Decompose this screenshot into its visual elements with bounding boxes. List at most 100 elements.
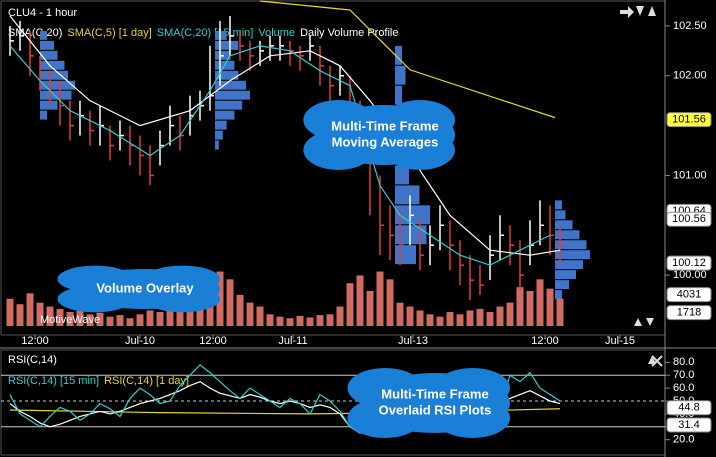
- x-tick-label: 12:00: [199, 335, 227, 347]
- volume-bar: [506, 302, 514, 326]
- rsi-tick-label: 60.0: [673, 382, 694, 394]
- rsi-tick-label: 20.0: [673, 434, 694, 446]
- legend-item: SMA(C,20) [15 min]: [157, 27, 254, 39]
- profile-bar: [555, 230, 580, 240]
- profile-bar: [555, 250, 590, 260]
- price-badge-label: 100.12: [672, 257, 706, 269]
- volume-bar: [526, 291, 534, 326]
- callout-cloud: [385, 130, 455, 170]
- volume-bar: [26, 293, 34, 326]
- volume-bar: [406, 306, 414, 326]
- callout-cloud: [435, 398, 510, 438]
- profile-bar: [40, 90, 72, 100]
- profile-bar: [555, 220, 573, 230]
- volume-bar: [16, 304, 24, 326]
- profile-bar: [40, 70, 68, 80]
- volume-badge: [666, 287, 712, 303]
- volume-bar: [376, 271, 384, 326]
- volume-bar: [266, 314, 274, 326]
- volume-bar: [96, 312, 104, 326]
- rsi-badge-label: 44.8: [678, 402, 699, 414]
- profile-bar: [215, 110, 235, 120]
- volume-bar: [326, 314, 334, 326]
- volume-bar: [136, 314, 144, 326]
- callout-cloud: [57, 285, 133, 313]
- price-badge: [666, 112, 712, 128]
- price-badge-label: 100.56: [672, 213, 706, 225]
- volume-bar: [176, 302, 184, 326]
- volume-bar: [276, 316, 284, 326]
- callout-cloud: [435, 368, 510, 408]
- profile-bar: [40, 50, 58, 60]
- volume-bar: [426, 314, 434, 326]
- close-icon[interactable]: [651, 355, 663, 367]
- volume-bar: [146, 310, 154, 326]
- panel-icons[interactable]: [620, 6, 656, 364]
- chart-title: CLU4 - 1 hour: [8, 7, 77, 19]
- volume-bar: [456, 314, 464, 326]
- volume-badge: [666, 305, 712, 321]
- price-badge-label: 101.56: [672, 114, 706, 126]
- legend-item: Volume: [258, 27, 295, 39]
- volume-bar: [446, 312, 454, 326]
- x-tick-label: Jul-10: [125, 335, 155, 347]
- legend-item: RSI(C,14) [1 day]: [104, 375, 189, 387]
- profile-bar: [555, 260, 583, 270]
- volume-bar: [256, 306, 264, 326]
- rsi-badge-label: 31.4: [678, 419, 699, 431]
- profile-bar: [555, 290, 562, 300]
- profile-bar: [395, 85, 402, 105]
- x-tick-label: 12:00: [21, 335, 49, 347]
- volume-bar: [66, 312, 74, 326]
- profile-bar: [555, 210, 566, 220]
- volume-bar: [76, 310, 84, 326]
- volume-bar: [536, 279, 544, 326]
- volume-bar: [516, 287, 524, 326]
- volume-bar: [216, 271, 224, 326]
- x-tick-label: 12:00: [531, 335, 559, 347]
- rsi-tick-label: 70.0: [673, 369, 694, 381]
- y-tick-label: 101.00: [673, 169, 707, 181]
- volume-bar: [126, 318, 134, 326]
- profile-bar: [40, 100, 58, 110]
- volume-bar: [56, 308, 64, 326]
- callout-cloud: [347, 398, 423, 438]
- legend-item: RSI(C,14) [15 min]: [8, 375, 99, 387]
- volume-bar: [46, 306, 54, 326]
- volume-bar: [416, 310, 424, 326]
- moving-average: [9, 45, 551, 266]
- callout-cloud: [145, 265, 220, 293]
- volume-bar: [246, 302, 254, 326]
- volume-bar: [36, 302, 44, 326]
- volume-bar: [166, 306, 174, 326]
- callout-cloud: [385, 100, 455, 140]
- volume-bar: [396, 302, 404, 326]
- profile-bar: [215, 40, 239, 50]
- profile-bar: [215, 70, 239, 80]
- x-tick-label: Jul-13: [398, 335, 428, 347]
- y-tick-label: 102.00: [673, 70, 707, 82]
- legend-item: SMA(C,5) [1 day]: [67, 27, 151, 39]
- callout: Volume Overlay: [57, 265, 220, 313]
- volume-bar: [366, 291, 374, 326]
- profile-bar: [395, 65, 406, 85]
- rsi-title: RSI(C,14): [8, 354, 57, 366]
- callout-cloud: [303, 130, 374, 170]
- volume-bar: [386, 279, 394, 326]
- callout-cloud: [145, 285, 220, 313]
- volume-bar: [316, 315, 324, 326]
- volume-bar: [486, 312, 494, 326]
- profile-bar: [395, 245, 416, 265]
- volume-bar: [286, 318, 294, 326]
- volume-bar: [236, 294, 244, 326]
- legend-item: Daily Volume Profile: [300, 27, 398, 39]
- profile-bar: [215, 140, 219, 150]
- volume-bar: [306, 317, 314, 326]
- callout-text: Multi-Time Frame: [381, 386, 488, 401]
- volume-bar: [496, 306, 504, 326]
- volume-bar: [476, 308, 484, 326]
- volume-bar: [116, 315, 124, 326]
- profile-bar: [215, 120, 227, 130]
- profile-bar: [40, 110, 47, 120]
